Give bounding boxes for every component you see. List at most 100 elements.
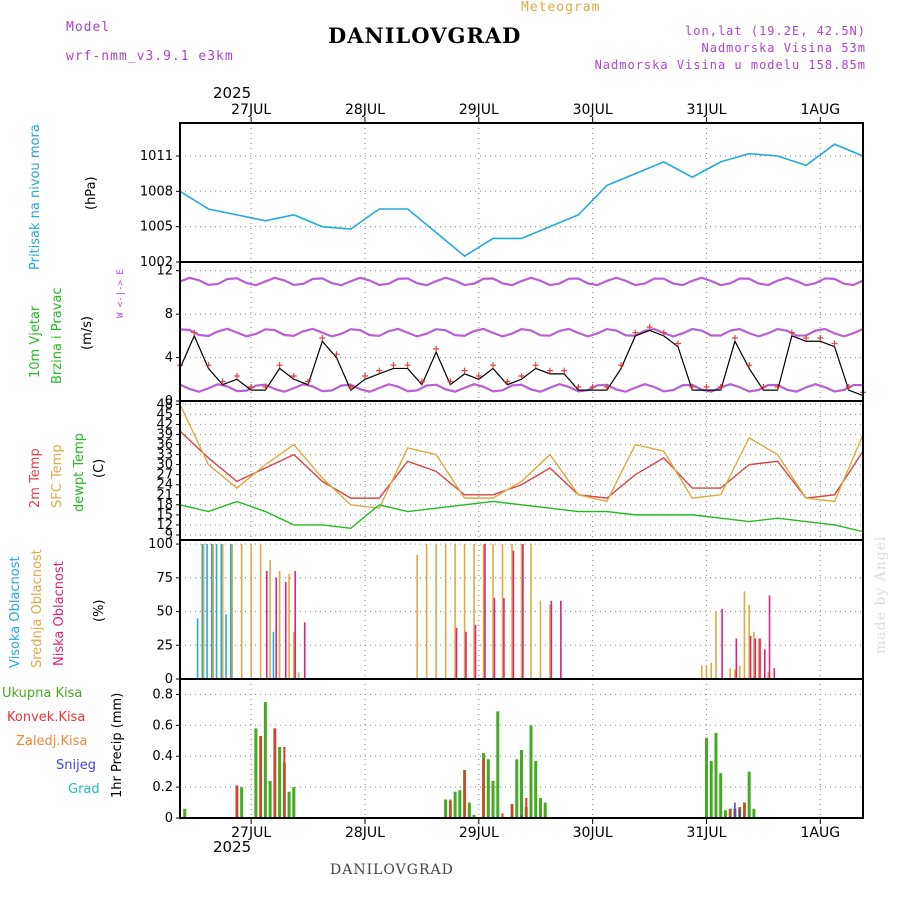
date-label-top: 28JUL <box>345 102 385 118</box>
y-tick-label: 30 <box>156 458 173 473</box>
y-tick-label: 21 <box>156 488 173 503</box>
y-tick-label: 27 <box>156 468 173 483</box>
wind-gust-marker <box>390 362 397 369</box>
y-tick-label: 12 <box>156 518 173 533</box>
model-label: Model <box>66 20 111 35</box>
y-tick-label: 45 <box>156 407 173 422</box>
model-elevation-label: Nadmorska Visina u modelu 158.85m <box>594 58 866 72</box>
date-label-bottom: 31JUL <box>686 825 726 841</box>
wind-gust-marker <box>660 329 667 336</box>
wind-gust-marker <box>603 383 610 390</box>
y-tick-label: 1011 <box>140 149 173 164</box>
y-tick-label: 0.6 <box>152 718 173 733</box>
y-tick-label: 24 <box>156 478 173 493</box>
wind-gust-marker <box>205 362 212 369</box>
elevation-label: Nadmorska Visina 53m <box>701 41 866 55</box>
wind-gust-marker <box>546 367 553 374</box>
wind-gust-marker <box>632 329 639 336</box>
wind-gust-marker <box>490 362 497 369</box>
y-tick-label: 15 <box>156 508 173 523</box>
wind-gust-marker <box>618 362 625 369</box>
date-label-top: 1AUG <box>801 102 841 118</box>
wind-gust-marker <box>347 383 354 390</box>
y-tick-label: 0.2 <box>152 780 173 795</box>
y-tick-label: 4 <box>165 351 173 366</box>
wind-gust-marker <box>219 378 226 385</box>
wind-gust-marker <box>333 351 340 358</box>
wind-gust-marker <box>532 362 539 369</box>
wind-gust-marker <box>233 373 240 380</box>
date-label-bottom: 29JUL <box>459 825 499 841</box>
footer-title: DANILOVGRAD <box>330 862 454 878</box>
y-tick-label: 100 <box>148 537 173 552</box>
wind-gust-marker <box>589 383 596 390</box>
pressure-line <box>179 143 864 258</box>
wind-gust-marker <box>404 362 411 369</box>
wind-gust-marker <box>746 362 753 369</box>
wind-gust-marker <box>803 335 810 342</box>
y-tick-label: 0.8 <box>152 687 173 702</box>
date-label-bottom: 28JUL <box>345 825 385 841</box>
date-label-top: 29JUL <box>459 102 499 118</box>
y-tick-label: 0 <box>165 672 173 687</box>
y-tick-label: 0.4 <box>152 749 173 764</box>
y-tick-label: 42 <box>156 417 173 432</box>
wind-gust-marker <box>788 329 795 336</box>
y-tick-label: 18 <box>156 498 173 513</box>
wind-reference-band <box>179 383 864 393</box>
wind-gust-marker <box>675 340 682 347</box>
model-name: wrf-nmm_v3.9.1 e3km <box>66 49 234 64</box>
legend-snow: Snijeg <box>56 758 96 773</box>
wind-gust-marker <box>475 373 482 380</box>
wind-gust-marker <box>290 373 297 380</box>
date-label-top: 31JUL <box>686 102 726 118</box>
y-tick-label: 0 <box>165 811 173 826</box>
wind-gust-marker <box>731 335 738 342</box>
year-top: 2025 <box>213 84 252 102</box>
wind-speed-line <box>179 329 864 397</box>
wind-gust-marker <box>760 383 767 390</box>
wind-gust-marker <box>447 378 454 385</box>
wind-gust-marker <box>319 335 326 342</box>
wind-gust-marker <box>376 367 383 374</box>
wind-gust-marker <box>575 383 582 390</box>
legend-convective-rain: Konvek.Kisa <box>7 710 86 725</box>
wind-gust-marker <box>646 324 653 331</box>
legend-total-rain: Ukupna Kisa <box>2 686 83 701</box>
y-tick-label: 50 <box>156 605 173 620</box>
y-tick-label: 8 <box>165 307 173 322</box>
wind-gust-marker <box>518 373 525 380</box>
legend-freezing-rain: Zaledj.Kisa <box>16 734 88 749</box>
panel-5: 0 0.2 0.4 0.6 0.8 <box>152 679 863 826</box>
panel-frame <box>179 678 864 819</box>
wind-gust-marker <box>845 383 852 390</box>
wind-gust-marker <box>276 362 283 369</box>
legend-hail: Grad <box>68 782 100 797</box>
wind-gust-marker <box>191 329 198 336</box>
wind-gust-marker <box>262 383 269 390</box>
date-label-bottom: 1AUG <box>801 825 841 841</box>
temp-dewpoint-line <box>179 500 864 533</box>
wind-gust-marker <box>504 378 511 385</box>
wind-reference-band <box>179 276 864 287</box>
wind-gust-marker <box>361 373 368 380</box>
wind-gust-marker <box>689 383 696 390</box>
wind-gust-marker <box>248 383 255 390</box>
y-tick-label: 75 <box>156 571 173 586</box>
date-label-bottom: 27JUL <box>231 825 271 841</box>
wind-gust-marker <box>703 383 710 390</box>
y-tick-label: 1005 <box>140 220 173 235</box>
date-label-top: 30JUL <box>573 102 613 118</box>
date-label-top: 27JUL <box>231 102 271 118</box>
meteogram-label: Meteogram <box>521 0 601 15</box>
wind-reference-band <box>179 327 864 338</box>
wind-gust-marker <box>717 383 724 390</box>
y-tick-label: 39 <box>156 427 173 442</box>
wind-gust-marker <box>418 378 425 385</box>
wind-gust-marker <box>461 367 468 374</box>
y-tick-label: 0 <box>165 394 173 409</box>
y-tick-label: 12 <box>156 264 173 279</box>
wind-gust-marker <box>305 378 312 385</box>
